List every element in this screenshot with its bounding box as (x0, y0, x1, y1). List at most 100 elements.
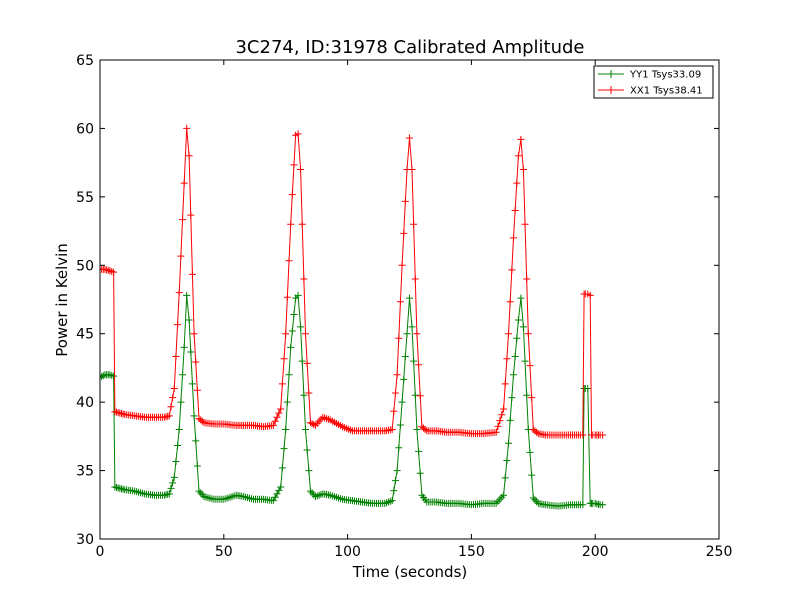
data-point (287, 343, 295, 351)
data-point (410, 357, 418, 365)
series-1 (100, 291, 607, 510)
data-point (393, 371, 401, 379)
data-point (297, 165, 305, 173)
data-point (411, 275, 419, 283)
data-point (185, 316, 193, 324)
data-point (192, 437, 200, 445)
data-point (275, 409, 283, 417)
data-point (509, 371, 517, 379)
data-point (300, 391, 308, 399)
data-point (167, 484, 175, 492)
data-point (278, 464, 286, 472)
data-point (285, 257, 293, 265)
data-point (290, 311, 298, 319)
data-point (492, 428, 500, 436)
x-tick-label: 200 (582, 544, 609, 560)
data-point (110, 268, 118, 276)
data-point (500, 405, 508, 413)
legend-marker (607, 70, 615, 78)
data-point (310, 420, 318, 428)
data-point (302, 330, 310, 338)
data-point (521, 220, 529, 228)
y-axis-label: Power in Kelvin (53, 243, 71, 357)
data-point (579, 501, 587, 509)
data-point (391, 477, 399, 485)
chart-title: 3C274, ID:31978 Calibrated Amplitude (235, 37, 584, 58)
data-point (406, 134, 413, 142)
y-tick-label: 45 (76, 327, 94, 343)
data-point (416, 469, 424, 477)
data-point (106, 371, 114, 379)
data-point (177, 252, 185, 260)
data-point (179, 371, 187, 379)
data-point (531, 496, 539, 504)
data-point (391, 389, 399, 397)
data-point (390, 487, 398, 495)
data-point (511, 207, 519, 215)
data-point (315, 491, 323, 499)
data-point (100, 373, 106, 381)
data-point (395, 334, 403, 342)
series-line (100, 128, 603, 436)
data-point (177, 398, 185, 406)
data-point (514, 152, 522, 160)
data-point (584, 384, 592, 392)
data-point (273, 490, 281, 498)
data-point (277, 405, 285, 413)
data-point (413, 330, 421, 338)
data-point (388, 497, 396, 505)
data-point (285, 371, 293, 379)
data-point (165, 412, 173, 420)
data-point (108, 267, 116, 275)
data-point (521, 357, 529, 365)
data-point (283, 293, 291, 301)
data-point (275, 486, 283, 494)
data-point (167, 403, 175, 411)
data-point (183, 291, 191, 299)
data-point (302, 426, 310, 434)
data-point (193, 386, 201, 394)
data-point (308, 489, 316, 497)
data-point (283, 398, 291, 406)
data-point (306, 419, 314, 427)
data-point (517, 135, 525, 143)
data-point (288, 327, 296, 335)
data-point (282, 330, 290, 338)
data-point (416, 392, 424, 400)
data-point (408, 323, 416, 331)
data-point (586, 291, 594, 299)
y-tick-label: 35 (76, 464, 94, 480)
data-point (517, 294, 525, 302)
series-layer (100, 124, 607, 510)
data-point (401, 353, 409, 361)
data-point (599, 501, 607, 509)
data-point (508, 266, 516, 274)
data-point (190, 412, 198, 420)
data-point (287, 220, 295, 228)
data-point (170, 473, 178, 481)
data-point (498, 411, 506, 419)
data-point (398, 398, 406, 406)
data-point (188, 270, 196, 278)
y-tick-label: 50 (76, 258, 94, 274)
data-point (185, 152, 193, 160)
data-point (513, 179, 521, 187)
data-point (505, 439, 513, 447)
legend: YY1 Tsys33.09 XX1 Tsys38.41 (593, 65, 714, 99)
data-point (174, 441, 182, 449)
legend-entry: XX1 Tsys38.41 (598, 86, 703, 97)
data-point (172, 457, 180, 465)
data-point (100, 372, 107, 380)
legend-label: XX1 Tsys38.41 (630, 86, 703, 97)
series-line (100, 294, 603, 507)
x-axis-label: Time (seconds) (352, 563, 468, 581)
data-point (494, 422, 502, 430)
data-point (526, 448, 534, 456)
data-point (415, 447, 423, 455)
data-point (408, 165, 416, 173)
data-point (269, 421, 277, 429)
data-point (501, 474, 509, 482)
plot-frame (99, 59, 720, 540)
data-point (305, 467, 313, 475)
